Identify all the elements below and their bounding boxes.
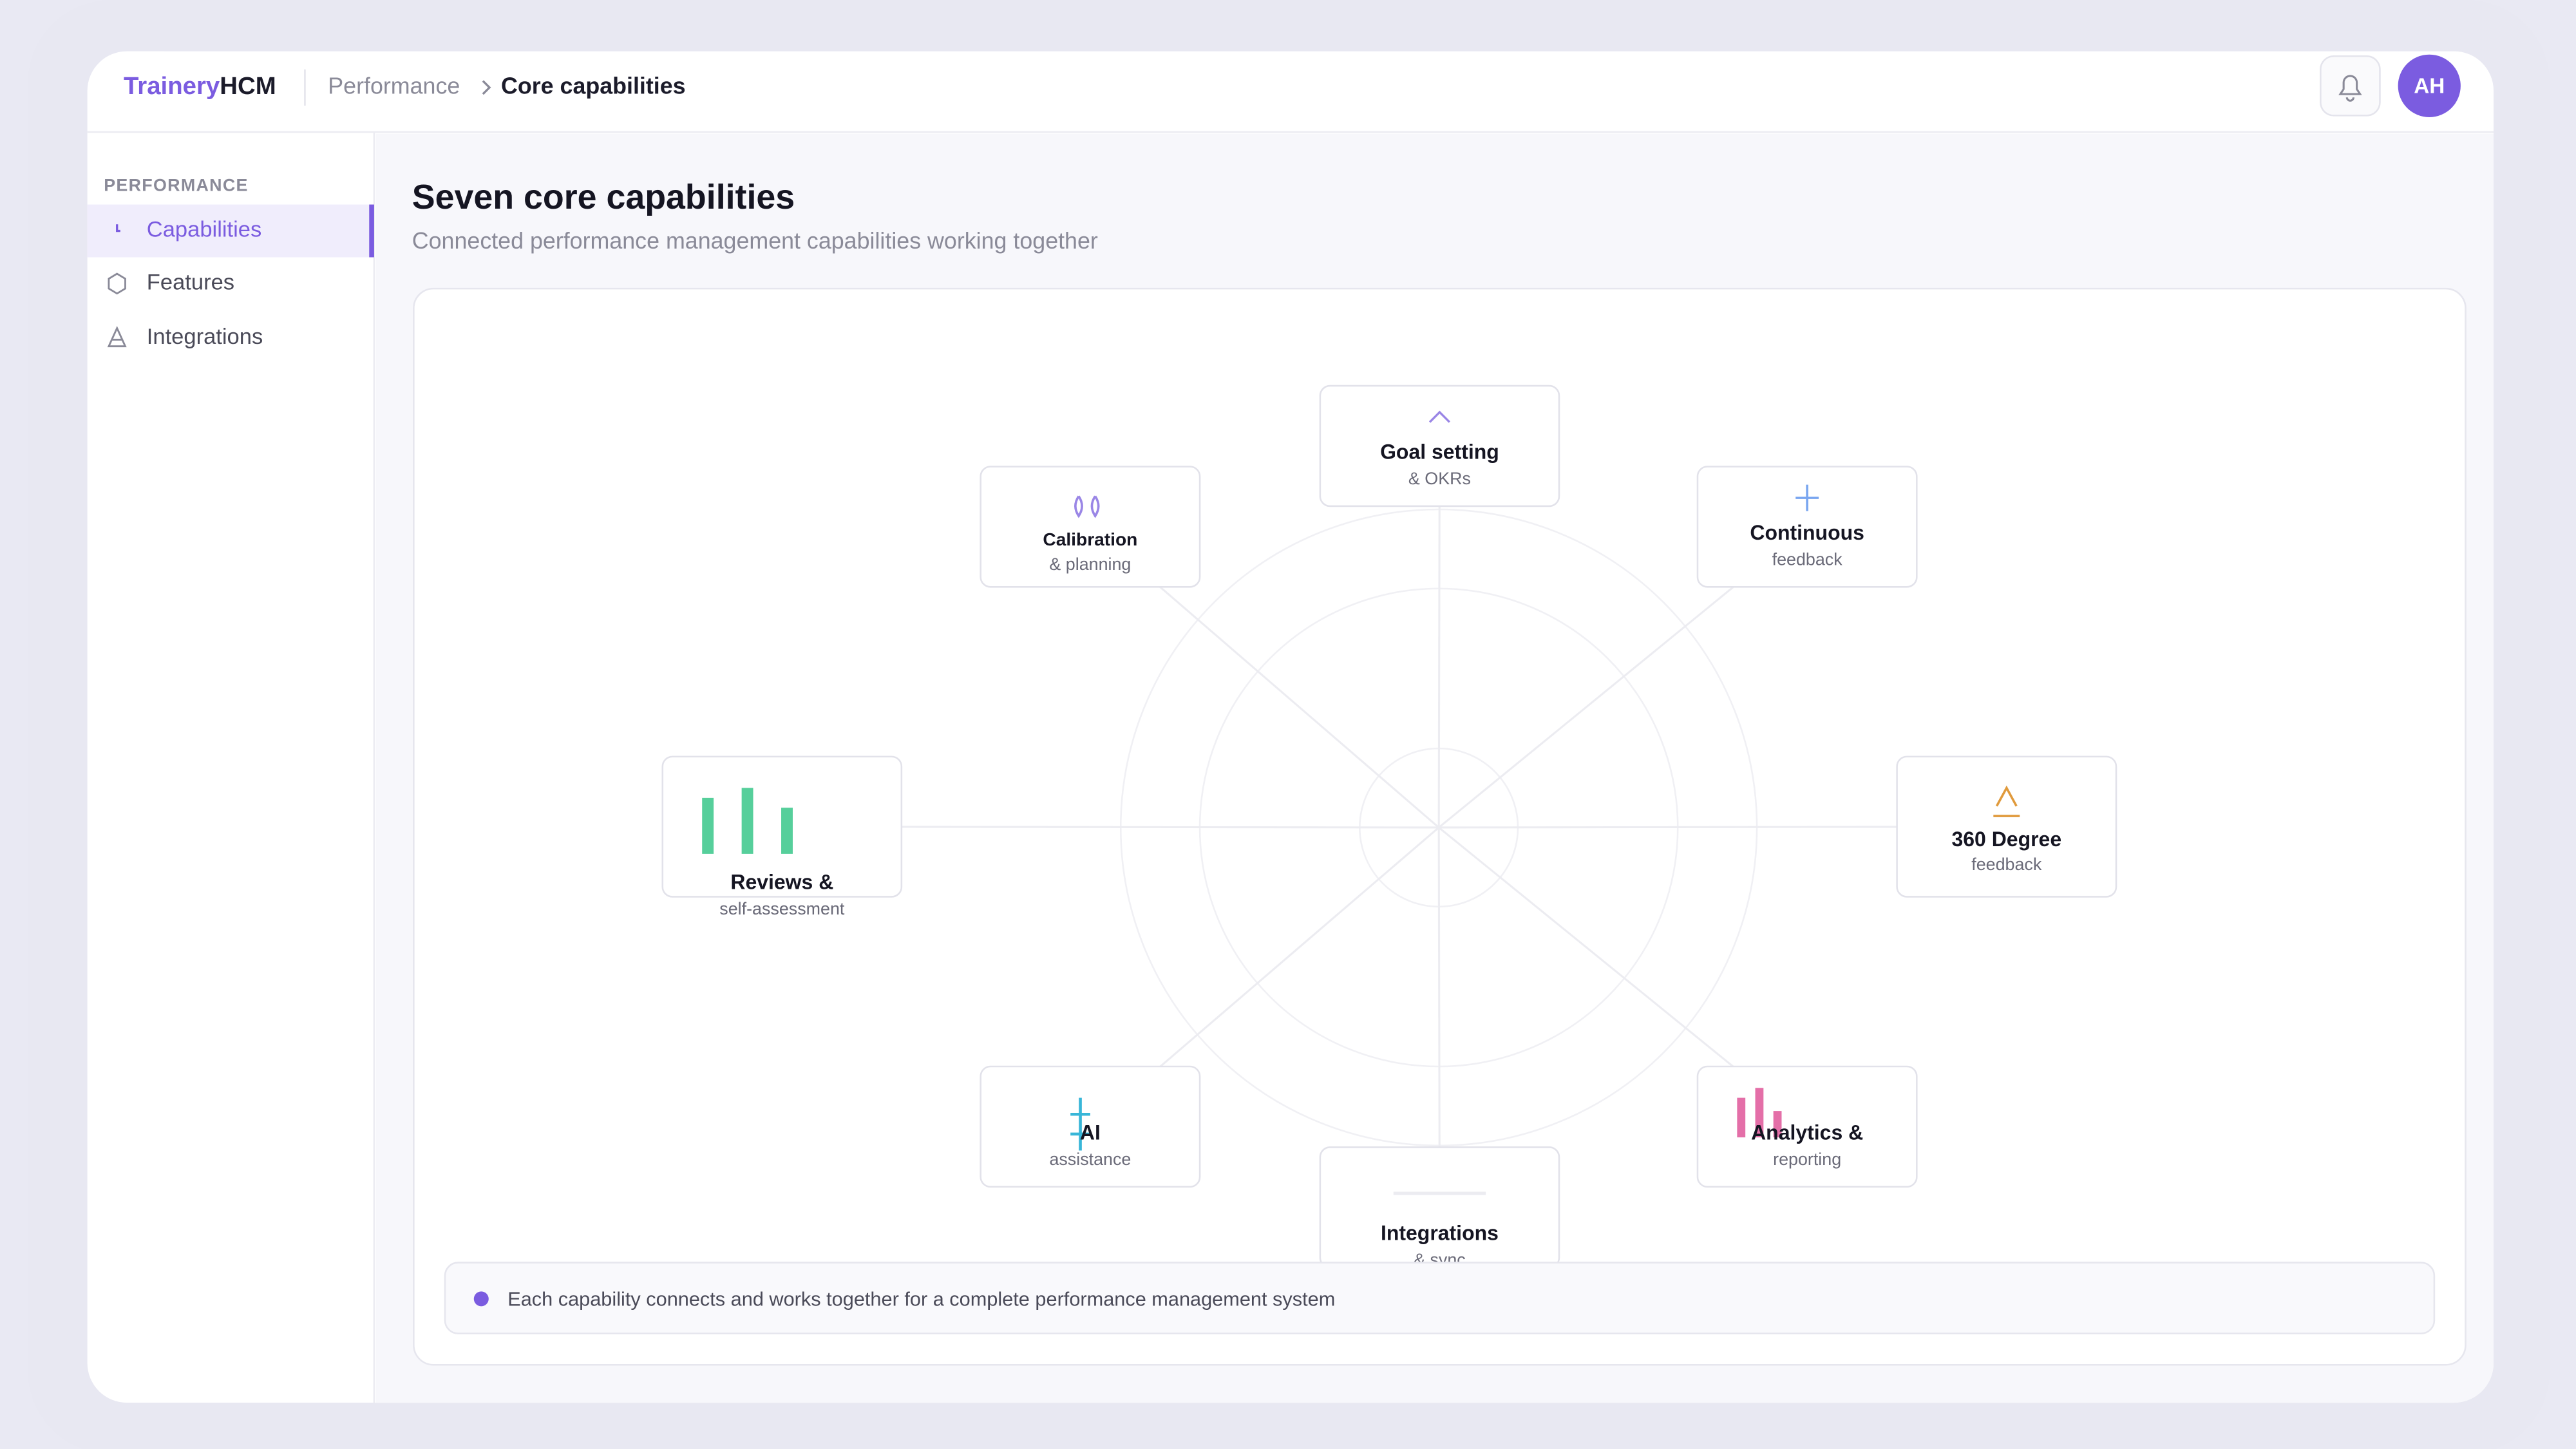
node-box — [1896, 755, 2117, 898]
logo[interactable]: TraineryHCM — [124, 72, 276, 100]
node-subtitle: reporting — [1773, 1150, 1841, 1169]
icon — [1993, 785, 2020, 817]
notification-button[interactable] — [2320, 55, 2381, 117]
nav-item[interactable]: Features — [147, 270, 234, 295]
node-title: AI — [1080, 1121, 1101, 1144]
bell-icon — [2338, 75, 2362, 102]
node-subtitle: feedback — [1971, 855, 2042, 874]
avatar[interactable] — [2398, 54, 2461, 117]
capability-node[interactable]: Continuous feedback — [1696, 466, 1918, 588]
icon — [1795, 484, 1819, 511]
capability-node[interactable]: Analytics & reporting — [1696, 1065, 1918, 1188]
node-title: Goal setting — [1380, 440, 1499, 463]
node-subtitle: & planning — [1049, 554, 1131, 574]
capability-node[interactable]: Goal setting & OKRs — [1319, 384, 1560, 507]
breadcrumb-chevron — [482, 80, 491, 95]
logo-primary: Trainery — [124, 72, 220, 100]
capability-node[interactable]: Integrations& sync — [1319, 1146, 1560, 1269]
capability-node[interactable]: Reviews & self-assessment — [661, 755, 903, 918]
node-box — [980, 466, 1201, 588]
node-title: Analytics & — [1751, 1121, 1863, 1144]
node-title: Continuous — [1750, 521, 1864, 544]
capability-node[interactable]: Calibration & planning — [980, 466, 1201, 588]
node-title: Calibration — [1043, 529, 1137, 549]
node-box — [1696, 1065, 1918, 1188]
footer-note-box — [444, 1262, 2436, 1334]
icon — [1074, 495, 1100, 518]
node-box — [980, 1065, 1201, 1188]
capability-node[interactable]: 360 Degree feedback — [1896, 755, 2117, 898]
footer-note: Each capability connects and works toget… — [507, 1288, 1335, 1311]
node-subtitle: assistance — [1049, 1150, 1131, 1169]
node-box — [1696, 466, 1918, 588]
breadcrumb-current: Core capabilities — [501, 73, 686, 99]
icon — [702, 788, 793, 854]
nav-active-bg — [87, 204, 374, 258]
breadcrumb-link[interactable]: Performance — [328, 73, 460, 99]
logo-secondary: HCM — [220, 72, 276, 100]
icon — [1737, 1088, 1782, 1138]
nav-icon — [107, 326, 127, 348]
nav-icon — [116, 224, 120, 232]
avatar-initials: AH — [2414, 75, 2445, 99]
node-box — [1319, 384, 1560, 507]
page-subtitle: Connected performance management capabil… — [412, 228, 1098, 254]
footer-dot — [473, 1291, 489, 1307]
icon — [1070, 1097, 1090, 1151]
nav-active-indicator — [369, 204, 374, 258]
node-title: Integrations — [1381, 1222, 1499, 1245]
nav-item[interactable]: Capabilities — [147, 218, 262, 242]
icon — [1428, 410, 1450, 423]
capability-node[interactable]: AI assistance — [980, 1065, 1201, 1188]
node-title: 360 Degree — [1951, 828, 2061, 851]
page-title: Seven core capabilities — [412, 178, 795, 216]
nav-icon — [108, 272, 126, 295]
node-title: Reviews & — [730, 870, 833, 893]
nav-item[interactable]: Integrations — [147, 325, 263, 349]
node-subtitle: feedback — [1772, 549, 1843, 569]
node-subtitle: self-assessment — [719, 899, 845, 918]
diagram: Goal setting& OKRsContinuousfeedback360 … — [661, 384, 2117, 1269]
sidebar-section: PERFORMANCE — [104, 176, 248, 195]
node-subtitle: & OKRs — [1408, 469, 1471, 488]
